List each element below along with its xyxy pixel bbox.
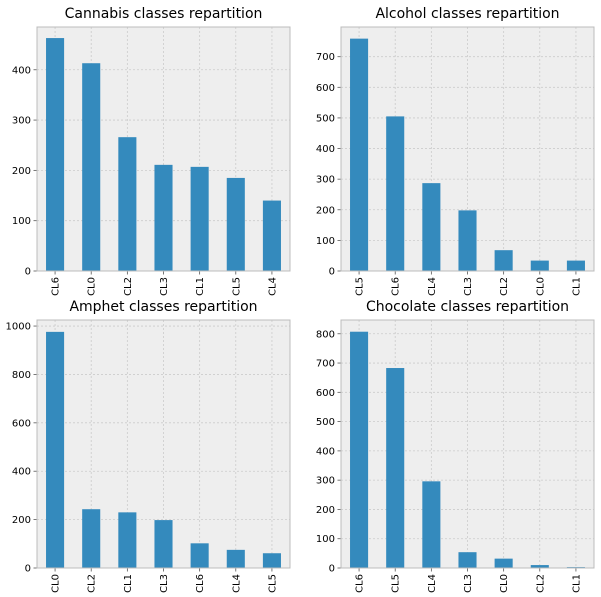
amphet-chart: 0 200 400 600 800 1000 CL0 CL2 CL1 CL3 CL6 CL4 CL5 Am… [6, 299, 291, 593]
cannabis-xtick-label: CL4 [267, 277, 278, 296]
alcohol-chart-title: Alcohol classes repartition [375, 6, 559, 22]
cannabis-ytick-label: 400 [12, 65, 31, 76]
alcohol-ytick-label: 400 [316, 144, 335, 155]
cannabis-xtick-label: CL5 [231, 277, 242, 296]
alcohol-ytick-label: 600 [316, 83, 335, 94]
alcohol-bar-cl0 [530, 260, 549, 271]
amphet-ytick-label: 0 [25, 564, 31, 575]
amphet-ytick-label: 200 [12, 515, 31, 526]
chocolate-bar-cl4 [422, 481, 441, 568]
chocolate-ytick-label: 500 [316, 417, 335, 428]
cannabis-xtick-label: CL6 [51, 277, 62, 296]
cannabis-ytick-label: 0 [25, 267, 31, 278]
alcohol-bar-cl2 [494, 250, 513, 271]
cannabis-bar-cl2 [118, 137, 137, 271]
alcohol-ytick-label: 700 [316, 52, 335, 63]
chocolate-xtick-label: CL5 [391, 574, 402, 593]
alcohol-ytick-label: 500 [316, 113, 335, 124]
cannabis-bar-cl1 [190, 166, 209, 271]
amphet-frame [36, 319, 291, 569]
alcohol-xtick-label: CL4 [427, 277, 438, 296]
alcohol-xtick-label: CL6 [391, 277, 402, 296]
amphet-ytick-label: 800 [12, 370, 31, 381]
amphet-xtick-label: CL3 [159, 574, 170, 593]
amphet-xtick-label: CL4 [231, 574, 242, 593]
alcohol-xtick-label: CL2 [499, 277, 510, 296]
cannabis-bar-cl5 [226, 177, 245, 271]
chocolate-bar-cl3 [458, 552, 477, 568]
amphet-xtick-label: CL5 [267, 574, 278, 593]
amphet-bar-cl1 [118, 512, 137, 568]
alcohol-bar-cl4 [422, 183, 441, 271]
chocolate-xtick-label: CL6 [355, 574, 366, 593]
cannabis-ytick-label: 200 [12, 166, 31, 177]
chocolate-bar-cl5 [386, 368, 405, 568]
cannabis-ytick-label: 300 [12, 116, 31, 127]
chocolate-xtick-label: CL3 [463, 574, 474, 593]
amphet-xtick-label: CL1 [123, 574, 134, 593]
chocolate-chart-title: Chocolate classes repartition [366, 299, 569, 315]
amphet-ytick-label: 400 [12, 467, 31, 478]
chocolate-frame [340, 319, 595, 569]
alcohol-bar-cl6 [386, 116, 405, 271]
chocolate-chart: 0 100 200 300 400 500 600 700 800 CL6 CL5 CL4 CL3 CL0… [316, 299, 595, 593]
amphet-xtick-label: CL2 [87, 574, 98, 593]
alcohol-xtick-label: CL0 [535, 277, 546, 296]
chocolate-xtick-label: CL2 [535, 574, 546, 593]
alcohol-ytick-label: 300 [316, 175, 335, 186]
cannabis-xtick-label: CL3 [159, 277, 170, 296]
cannabis-frame [36, 26, 291, 272]
amphet-xtick-label: CL6 [195, 574, 206, 593]
cannabis-bar-cl3 [154, 164, 173, 271]
alcohol-xtick-label: CL3 [463, 277, 474, 296]
cannabis-xtick-label: CL2 [123, 277, 134, 296]
chocolate-ytick-label: 400 [316, 446, 335, 457]
cannabis-xtick-label: CL0 [87, 277, 98, 296]
alcohol-bar-cl1 [566, 260, 585, 271]
chocolate-ytick-label: 100 [316, 534, 335, 545]
alcohol-bar-cl5 [350, 38, 369, 272]
chocolate-xtick-label: CL0 [499, 574, 510, 593]
amphet-xtick-label: CL0 [51, 574, 62, 593]
alcohol-xtick-label: CL5 [355, 277, 366, 296]
amphet-chart-title: Amphet classes repartition [69, 299, 257, 315]
cannabis-chart-title: Cannabis classes repartition [65, 6, 263, 22]
chocolate-bar-cl2 [530, 565, 549, 568]
alcohol-chart: 0 100 200 300 400 500 600 700 CL5 CL6 CL4 CL3 CL2 CL0… [316, 6, 595, 296]
amphet-ytick-label: 1000 [6, 322, 31, 333]
cannabis-bar-cl6 [46, 38, 65, 272]
amphet-bar-cl5 [262, 553, 281, 568]
cannabis-xtick-label: CL1 [195, 277, 206, 296]
chocolate-ytick-label: 600 [316, 388, 335, 399]
alcohol-ytick-label: 200 [316, 205, 335, 216]
chocolate-bar-cl6 [350, 331, 369, 568]
cannabis-ytick-label: 100 [12, 216, 31, 227]
cannabis-bar-cl4 [262, 200, 281, 271]
chocolate-ytick-label: 200 [316, 505, 335, 516]
alcohol-ytick-label: 100 [316, 236, 335, 247]
amphet-ytick-label: 600 [12, 418, 31, 429]
chocolate-ytick-label: 0 [329, 564, 335, 575]
amphet-bar-cl2 [82, 509, 101, 568]
amphet-bar-cl0 [46, 331, 65, 568]
amphet-bar-cl4 [226, 549, 245, 568]
chocolate-bar-cl0 [494, 558, 513, 568]
chocolate-ytick-label: 800 [316, 329, 335, 340]
alcohol-xtick-label: CL1 [571, 277, 582, 296]
alcohol-ytick-label: 0 [329, 267, 335, 278]
alcohol-frame [340, 26, 595, 272]
alcohol-bar-cl3 [458, 210, 477, 271]
chocolate-xtick-label: CL4 [427, 574, 438, 593]
amphet-bar-cl6 [190, 543, 209, 568]
cannabis-chart: 0 100 200 300 400 CL6 CL0 CL2 CL3 CL1 CL5 CL4 Cannab… [12, 6, 291, 296]
amphet-bar-cl3 [154, 520, 173, 568]
chocolate-ytick-label: 700 [316, 359, 335, 370]
cannabis-bar-cl0 [82, 63, 101, 271]
chocolate-ytick-label: 300 [316, 476, 335, 487]
chocolate-xtick-label: CL1 [571, 574, 582, 593]
